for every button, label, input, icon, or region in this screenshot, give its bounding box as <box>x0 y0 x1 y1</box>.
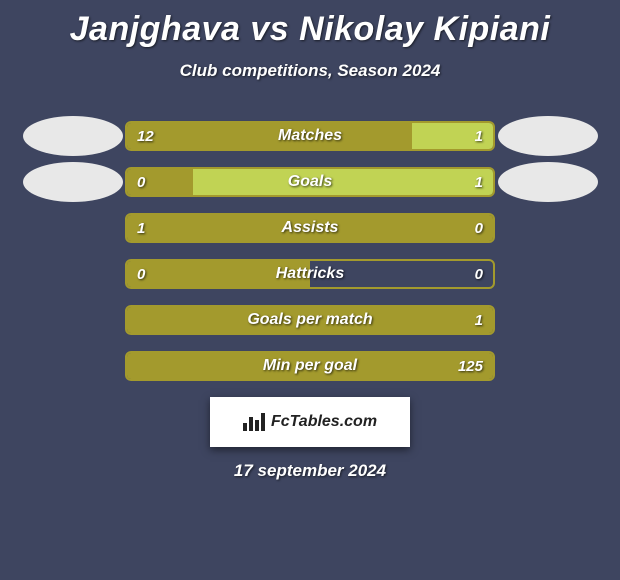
player1-value: 0 <box>127 261 155 287</box>
bars-icon <box>243 413 265 431</box>
stat-row: 10Assists <box>20 213 600 243</box>
player1-value: 1 <box>127 215 155 241</box>
stats-chart: 121Matches01Goals10Assists00Hattricks1Go… <box>20 121 600 381</box>
player1-fill <box>127 215 493 241</box>
credit-box: FcTables.com <box>210 397 410 447</box>
stat-row: 00Hattricks <box>20 259 600 289</box>
player2-fill <box>193 169 493 195</box>
player1-value <box>127 307 147 333</box>
player1-fill <box>127 307 493 333</box>
player1-avatar <box>23 162 123 202</box>
stat-row: 01Goals <box>20 167 600 197</box>
player1-avatar-slot <box>20 116 125 156</box>
player1-fill <box>127 123 412 149</box>
stat-bar: 125Min per goal <box>125 351 495 381</box>
stat-bar: 01Goals <box>125 167 495 197</box>
generation-date: 17 september 2024 <box>0 461 620 481</box>
stat-bar: 1Goals per match <box>125 305 495 335</box>
stat-row: 121Matches <box>20 121 600 151</box>
stat-row: 1Goals per match <box>20 305 600 335</box>
player2-avatar-slot <box>495 162 600 202</box>
player2-avatar <box>498 116 598 156</box>
stat-bar: 10Assists <box>125 213 495 243</box>
player2-value: 1 <box>465 123 493 149</box>
comparison-subtitle: Club competitions, Season 2024 <box>0 61 620 81</box>
player2-value: 1 <box>465 169 493 195</box>
stat-row: 125Min per goal <box>20 351 600 381</box>
player2-value: 1 <box>465 307 493 333</box>
player1-value <box>127 353 147 379</box>
player2-avatar-slot <box>495 116 600 156</box>
credit-text: FcTables.com <box>271 413 377 431</box>
player2-value: 0 <box>465 261 493 287</box>
player1-value: 0 <box>127 169 155 195</box>
player2-value: 125 <box>448 353 493 379</box>
comparison-title: Janjghava vs Nikolay Kipiani <box>0 0 620 49</box>
stat-bar: 00Hattricks <box>125 259 495 289</box>
player1-avatar <box>23 116 123 156</box>
player2-avatar <box>498 162 598 202</box>
player1-value: 12 <box>127 123 164 149</box>
stat-bar: 121Matches <box>125 121 495 151</box>
player2-value: 0 <box>465 215 493 241</box>
player1-avatar-slot <box>20 162 125 202</box>
player1-fill <box>127 353 493 379</box>
